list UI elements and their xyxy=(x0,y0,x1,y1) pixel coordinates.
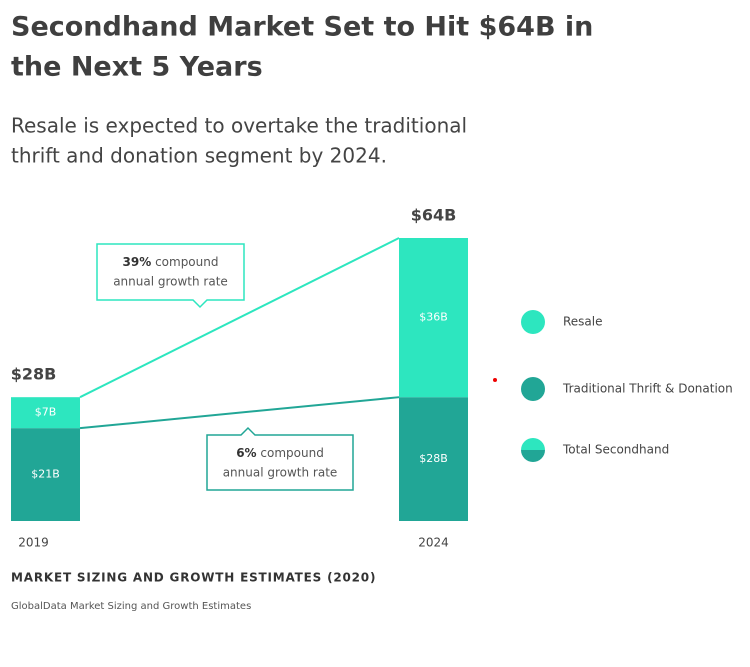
x-tick-label: 2019 xyxy=(18,536,49,550)
annotation: annual growth rate xyxy=(113,275,228,289)
growth-line xyxy=(79,237,400,399)
legend-label: Total Secondhand xyxy=(562,443,669,457)
legend-marker xyxy=(521,377,545,401)
chart-subtitle: thrift and donation segment by 2024. xyxy=(11,144,387,168)
legend-marker xyxy=(521,310,545,334)
value-label: $28B xyxy=(419,452,448,465)
annotation: annual growth rate xyxy=(223,466,338,480)
legend-label: Traditional Thrift & Donation xyxy=(562,382,733,396)
growth-line xyxy=(79,396,400,430)
annotation-emphasis: 6% xyxy=(236,446,256,460)
annotation-box xyxy=(96,243,245,309)
value-label: $7B xyxy=(35,406,57,419)
bar xyxy=(399,397,468,521)
annotation-box xyxy=(206,426,354,491)
legend-marker xyxy=(521,438,545,450)
value-label: $36B xyxy=(419,311,448,324)
chart-subtitle: Resale is expected to overtake the tradi… xyxy=(11,114,467,138)
annotation-text: compound xyxy=(155,255,218,269)
bar xyxy=(11,397,80,429)
dot xyxy=(493,378,497,382)
x-tick-label: 2024 xyxy=(418,536,449,550)
source: GlobalData Market Sizing and Growth Esti… xyxy=(11,601,251,612)
value-label: $21B xyxy=(31,468,60,481)
annotation-emphasis: 39% xyxy=(123,255,152,269)
legend-marker xyxy=(521,450,545,462)
total-label: $28B xyxy=(11,365,57,384)
total-label: $64B xyxy=(411,206,457,225)
annotation-text: compound xyxy=(260,446,323,460)
footer-title: MARKET SIZING AND GROWTH ESTIMATES (2020… xyxy=(11,571,376,585)
legend-label: Resale xyxy=(563,315,603,329)
chart-title: the Next 5 Years xyxy=(11,52,263,83)
bar xyxy=(11,428,80,521)
bar xyxy=(399,238,468,398)
chart-title: Secondhand Market Set to Hit $64B in xyxy=(11,12,593,43)
annotation: 6% compound xyxy=(236,446,324,460)
annotation: 39% compound xyxy=(123,255,219,269)
